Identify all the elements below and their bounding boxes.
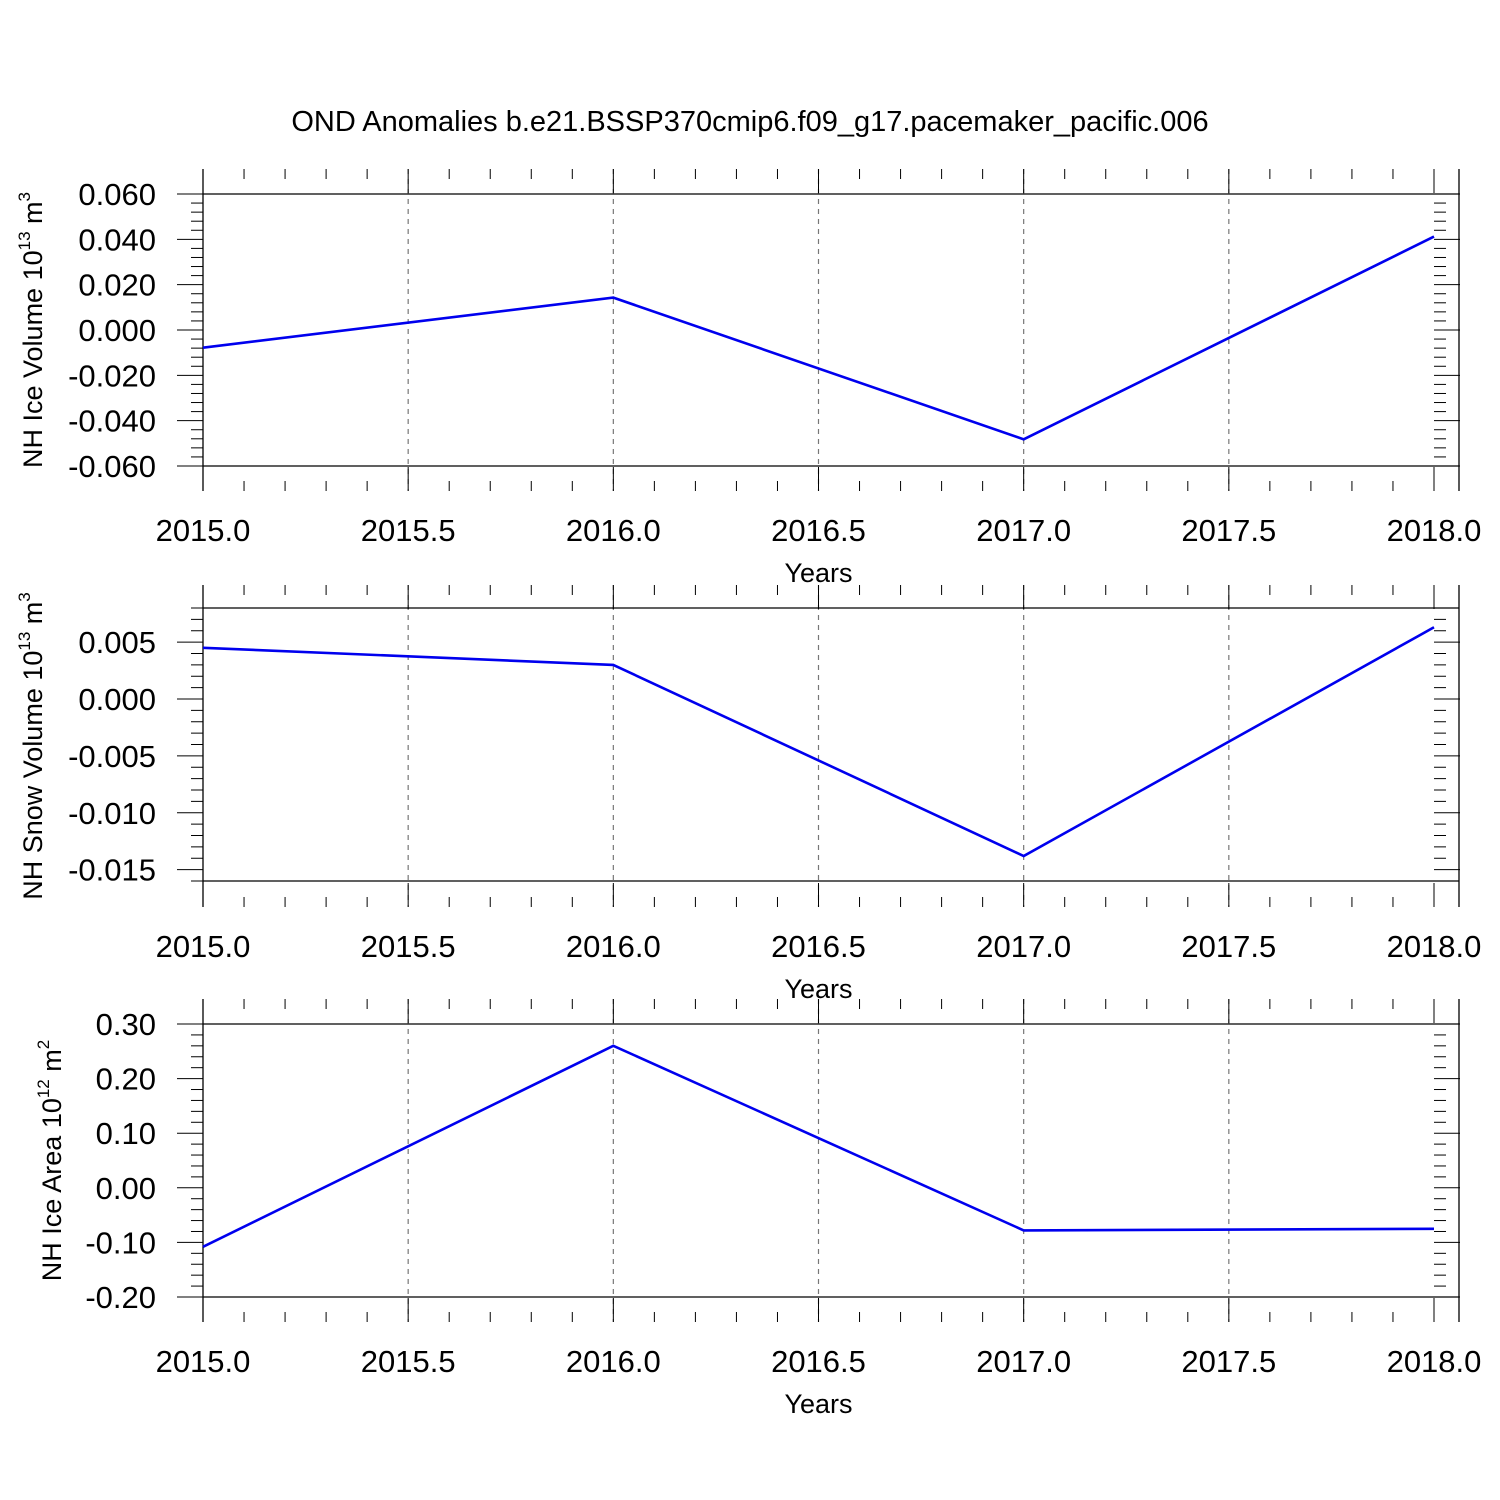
- x-axis-title: Years: [784, 1389, 852, 1419]
- x-tick-label: 2018.0: [1387, 513, 1482, 548]
- x-tick-label: 2016.0: [566, 929, 661, 964]
- y-tick-label: 0.005: [78, 625, 156, 660]
- figure-title: OND Anomalies b.e21.BSSP370cmip6.f09_g17…: [291, 106, 1208, 138]
- y-tick-label: -0.10: [85, 1225, 156, 1260]
- x-tick-label: 2017.5: [1181, 929, 1276, 964]
- x-tick-label: 2016.0: [566, 513, 661, 548]
- x-tick-label: 2017.0: [976, 929, 1071, 964]
- y-tick-label: 0.000: [78, 682, 156, 717]
- panel-1: 2015.0 2015.5 2016.0 2016.5 2017.0 2017.5 2018…: [15, 169, 1481, 588]
- x-tick-label: 2017.0: [976, 1344, 1071, 1379]
- x-tick-label: 2015.0: [156, 513, 251, 548]
- series-line: [202, 626, 1435, 858]
- x-tick-label: 2015.5: [361, 929, 456, 964]
- x-tick-label: 2015.0: [156, 1344, 251, 1379]
- y-tick-label: -0.020: [68, 358, 156, 393]
- y-tick-label: 0.000: [78, 313, 156, 348]
- y-tick-label: -0.20: [85, 1280, 156, 1315]
- panels: 2015.0 2015.5 2016.0 2016.5 2017.0 2017.5 2018…: [15, 169, 1481, 1419]
- x-tick-label: 2016.0: [566, 1344, 661, 1379]
- x-tick-label: 2017.0: [976, 513, 1071, 548]
- x-tick-label: 2017.5: [1181, 513, 1276, 548]
- y-axis-title: NH Snow Volume 1013 m3: [15, 592, 48, 900]
- y-tick-label: -0.060: [68, 449, 156, 484]
- y-tick-label: 0.00: [96, 1171, 156, 1206]
- y-tick-label: 0.060: [78, 177, 156, 212]
- y-tick-label: 0.040: [78, 222, 156, 257]
- y-tick-label: 0.020: [78, 268, 156, 303]
- y-tick-label: -0.015: [68, 853, 156, 888]
- y-tick-label: 0.30: [96, 1007, 156, 1042]
- panel-3: 2015.0 2015.5 2016.0 2016.5 2017.0 2017.5 2018…: [34, 999, 1481, 1419]
- x-tick-label: 2016.5: [771, 929, 866, 964]
- x-tick-label: 2015.5: [361, 513, 456, 548]
- x-tick-label: 2017.5: [1181, 1344, 1276, 1379]
- x-axis-title: Years: [784, 558, 852, 588]
- x-tick-label: 2018.0: [1387, 1344, 1482, 1379]
- y-tick-label: 0.10: [96, 1116, 156, 1151]
- x-tick-label: 2015.5: [361, 1344, 456, 1379]
- y-axis-title: NH Ice Volume 1013 m3: [15, 192, 48, 468]
- x-tick-label: 2016.5: [771, 1344, 866, 1379]
- panel-2: 2015.0 2015.5 2016.0 2016.5 2017.0 2017.5 2018…: [15, 585, 1481, 1004]
- series-line: [202, 235, 1435, 441]
- x-tick-label: 2015.0: [156, 929, 251, 964]
- x-tick-label: 2016.5: [771, 513, 866, 548]
- y-tick-label: 0.20: [96, 1062, 156, 1097]
- series-line: [202, 1044, 1435, 1248]
- y-tick-label: -0.005: [68, 739, 156, 774]
- y-axis-title: NH Ice Area 1012 m2: [34, 1040, 67, 1281]
- x-tick-label: 2018.0: [1387, 929, 1482, 964]
- y-tick-label: -0.010: [68, 796, 156, 831]
- y-tick-label: -0.040: [68, 404, 156, 439]
